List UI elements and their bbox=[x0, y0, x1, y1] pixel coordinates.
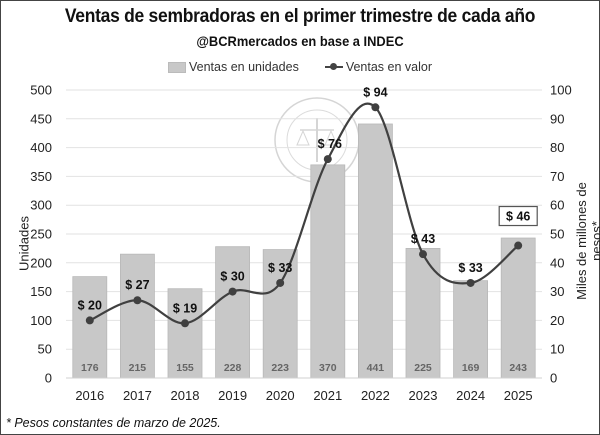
y-tick-right: 80 bbox=[550, 140, 564, 155]
line-marker bbox=[276, 278, 285, 287]
line-marker bbox=[514, 241, 523, 250]
legend-item-value: Ventas en valor bbox=[324, 60, 432, 74]
x-tick-label: 2020 bbox=[266, 388, 295, 403]
line-marker bbox=[323, 155, 332, 164]
y-tick-right: 100 bbox=[550, 83, 572, 98]
x-tick-label: 2025 bbox=[504, 388, 533, 403]
y-tick-right: 20 bbox=[550, 313, 564, 328]
footnote: * Pesos constantes de marzo de 2025. bbox=[6, 416, 221, 430]
y-tick-left: 400 bbox=[30, 140, 52, 155]
legend-label-units: Ventas en unidades bbox=[189, 60, 299, 74]
x-tick-label: 2019 bbox=[218, 388, 247, 403]
y-tick-right: 30 bbox=[550, 284, 564, 299]
line-value-label: $ 46 bbox=[506, 210, 530, 224]
y-tick-left: 150 bbox=[30, 284, 52, 299]
legend-label-value: Ventas en valor bbox=[345, 60, 432, 74]
y-tick-right: 40 bbox=[550, 255, 564, 270]
value-line bbox=[89, 102, 519, 325]
line-marker bbox=[371, 103, 380, 112]
y-tick-left: 250 bbox=[30, 227, 52, 242]
bar bbox=[500, 237, 536, 379]
x-tick-label: 2021 bbox=[313, 388, 342, 403]
highlight-box bbox=[498, 205, 538, 227]
bar bbox=[357, 123, 393, 379]
bar bbox=[405, 247, 441, 379]
line-marker bbox=[133, 296, 142, 305]
x-tick-label: 2024 bbox=[456, 388, 485, 403]
line-value-label: $ 33 bbox=[268, 261, 292, 275]
line-value-label: $ 33 bbox=[458, 261, 482, 275]
y-tick-left: 0 bbox=[45, 371, 52, 386]
chart-title: Ventas de sembradoras en el primer trime… bbox=[64, 6, 536, 27]
line-marker bbox=[181, 319, 189, 328]
bar bbox=[72, 276, 108, 379]
bar bbox=[120, 253, 155, 379]
bar-value-label: 215 bbox=[129, 362, 147, 374]
x-tick-label: 2016 bbox=[75, 388, 104, 403]
legend-line-marker-icon bbox=[324, 62, 343, 72]
bar bbox=[167, 288, 203, 379]
y-tick-right: 70 bbox=[550, 169, 564, 184]
chart-subtitle: @BCRmercados en base a INDEC bbox=[196, 33, 404, 49]
line-value-label: $ 20 bbox=[78, 298, 102, 312]
line-value-label: $ 27 bbox=[125, 278, 149, 292]
legend-bar-swatch-icon bbox=[168, 61, 186, 73]
y-tick-left: 100 bbox=[30, 313, 52, 328]
y-tick-left: 500 bbox=[30, 83, 52, 98]
bar-value-label: 225 bbox=[414, 362, 432, 374]
y-tick-right: 50 bbox=[550, 227, 564, 242]
bar-value-label: 441 bbox=[367, 362, 385, 374]
line-marker bbox=[419, 250, 427, 259]
y-tick-left: 450 bbox=[30, 111, 52, 126]
bar-value-label: 169 bbox=[462, 362, 480, 374]
x-tick-label: 2018 bbox=[171, 388, 200, 403]
y-tick-left: 300 bbox=[30, 198, 52, 213]
bar-value-label: 243 bbox=[509, 362, 527, 374]
bar-value-label: 370 bbox=[319, 362, 337, 374]
line-marker bbox=[466, 278, 475, 287]
bar-value-label: 228 bbox=[224, 362, 242, 374]
bar-value-label: 176 bbox=[81, 362, 99, 374]
x-tick-label: 2022 bbox=[361, 388, 390, 403]
y-tick-left: 350 bbox=[30, 169, 52, 184]
y-tick-left: 200 bbox=[30, 255, 52, 270]
y-tick-left: 50 bbox=[38, 342, 52, 357]
legend: Ventas en unidades Ventas en valor bbox=[0, 60, 600, 74]
line-marker bbox=[85, 316, 94, 325]
line-value-label: $ 30 bbox=[220, 270, 244, 284]
bar-value-label: 155 bbox=[176, 362, 194, 374]
x-tick-label: 2017 bbox=[123, 388, 152, 403]
x-tick-label: 2023 bbox=[409, 388, 438, 403]
line-value-label: $ 43 bbox=[411, 232, 435, 246]
legend-item-units: Ventas en unidades bbox=[168, 60, 299, 74]
y-tick-right: 10 bbox=[550, 342, 564, 357]
y-axis-right-label: Miles de millones de pesos* bbox=[574, 182, 600, 300]
line-value-label: $ 76 bbox=[318, 137, 342, 151]
y-tick-right: 60 bbox=[550, 198, 564, 213]
bar bbox=[215, 246, 251, 379]
bar-value-label: 223 bbox=[271, 362, 289, 374]
bar bbox=[262, 249, 298, 379]
line-value-label: $ 19 bbox=[173, 301, 197, 315]
y-axis-left-label: Unidades bbox=[16, 216, 32, 271]
line-value-label: $ 94 bbox=[363, 85, 387, 99]
bar bbox=[310, 164, 346, 379]
line-marker bbox=[228, 287, 237, 296]
y-tick-right: 90 bbox=[550, 111, 564, 126]
y-tick-right: 0 bbox=[550, 371, 557, 386]
